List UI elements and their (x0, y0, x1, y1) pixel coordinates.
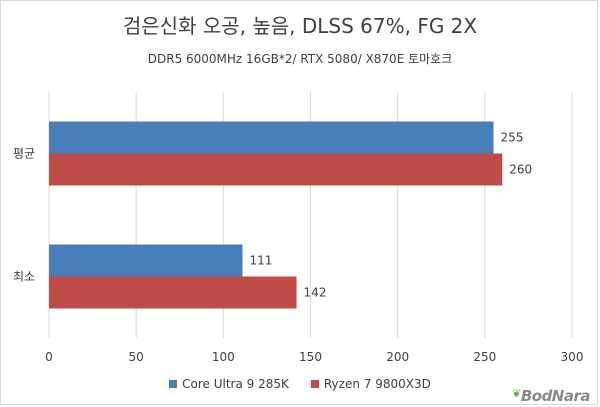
legend-label: Core Ultra 9 285K (182, 377, 289, 391)
legend: Core Ultra 9 285K Ryzen 7 9800X3D (0, 377, 600, 391)
data-label: 142 (304, 286, 327, 300)
legend-swatch (310, 380, 319, 388)
legend-item-series-1: Core Ultra 9 285K (169, 377, 289, 391)
watermark-logo: ❦BodNara (512, 387, 590, 405)
bar (49, 244, 243, 277)
x-tick-label: 300 (561, 350, 584, 364)
chart-subtitle: DDR5 6000MHz 16GB*2/ RTX 5080/ X870E 토마호… (147, 52, 453, 66)
x-tick-label: 50 (129, 350, 144, 364)
legend-item-series-2: Ryzen 7 9800X3D (310, 377, 431, 391)
bar (49, 153, 503, 186)
chart-title: 검은신화 오공, 높음, DLSS 67%, FG 2X (122, 14, 478, 38)
x-tick-label: 200 (386, 350, 409, 364)
x-tick-label: 0 (45, 350, 53, 364)
x-tick-label: 150 (299, 350, 322, 364)
legend-swatch (169, 380, 178, 388)
data-label: 260 (509, 163, 532, 177)
data-label: 111 (250, 254, 273, 268)
bar (49, 276, 297, 309)
bar (49, 121, 494, 154)
legend-label: Ryzen 7 9800X3D (323, 377, 431, 391)
x-tick-label: 250 (473, 350, 496, 364)
category-label: 평균 (13, 147, 35, 161)
data-label: 255 (501, 131, 524, 145)
x-tick-label: 100 (212, 350, 235, 364)
category-label: 최소 (13, 270, 35, 284)
